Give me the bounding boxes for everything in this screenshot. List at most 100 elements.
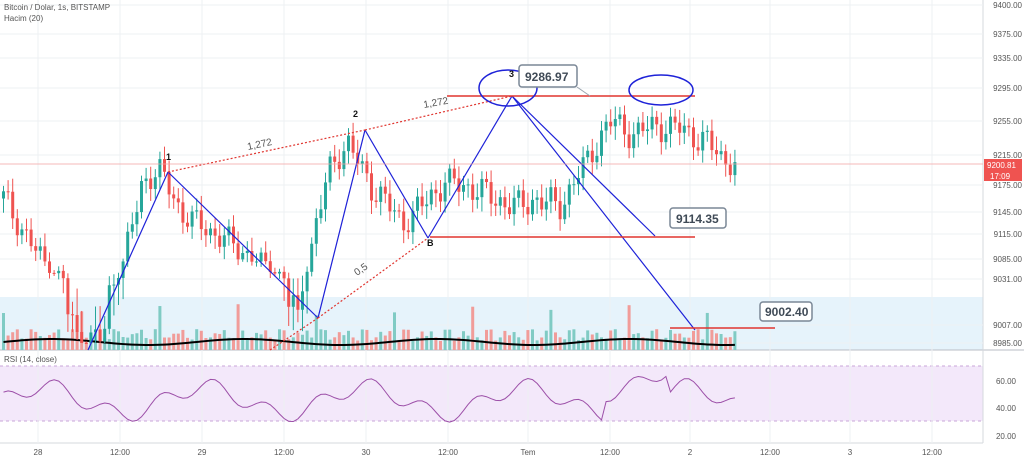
candle-body — [388, 193, 392, 212]
volume-bar — [2, 313, 5, 350]
volume-bar — [590, 334, 594, 350]
axes: 9400.00 9375.00 9335.00 9295.00 9255.00 9215.… — [34, 1, 1023, 457]
candle-body — [213, 228, 217, 236]
drawings — [0, 69, 983, 351]
rsi-tick: 20.00 — [996, 432, 1017, 441]
candle-body — [724, 151, 728, 165]
volume-bar — [485, 329, 488, 350]
volume-bar — [232, 339, 235, 350]
candle-body — [218, 235, 222, 247]
candle-body — [314, 218, 318, 244]
candle-body — [324, 182, 327, 210]
time-tick: 12:00 — [922, 448, 943, 457]
callout-9002: 9002.40 — [765, 305, 809, 319]
volume-bar — [434, 337, 438, 350]
countdown: 17:09 — [990, 172, 1011, 181]
volume-bar — [199, 330, 203, 350]
volume-bar — [416, 337, 419, 350]
volume-bar — [692, 330, 695, 350]
candle-body — [623, 114, 626, 135]
circle-annotation — [478, 69, 538, 107]
candle-body — [365, 161, 369, 174]
candle-body — [236, 243, 240, 260]
candle-body — [103, 328, 107, 342]
candle-body — [673, 116, 677, 123]
price-tick: 9031.00 — [993, 275, 1022, 284]
price-tick: 9255.00 — [993, 117, 1022, 126]
volume-bar — [540, 337, 544, 350]
volume-bar — [705, 312, 709, 350]
candle-body — [733, 162, 737, 176]
volume-bar — [176, 333, 180, 350]
callout-box-2[interactable] — [669, 207, 727, 229]
candle-body — [526, 206, 530, 215]
candle-body — [158, 159, 162, 178]
candle-body — [687, 125, 691, 128]
candle-body — [540, 197, 544, 210]
candle-body — [710, 130, 714, 151]
volume-bar — [172, 333, 176, 350]
candle-body — [259, 252, 263, 262]
candle-body — [71, 314, 74, 316]
candle-body — [549, 187, 553, 202]
candle-body — [411, 210, 415, 233]
volume-bar — [291, 337, 295, 350]
point-label-1: 1 — [166, 152, 171, 162]
candle-body — [701, 131, 705, 151]
price-tick: 9085.00 — [993, 255, 1022, 264]
candle-body — [379, 186, 383, 202]
candle-body — [669, 116, 672, 134]
candle-body — [719, 151, 723, 155]
time-tick: 3 — [848, 448, 853, 457]
circle-annotation — [628, 74, 694, 106]
time-tick: 12:00 — [110, 448, 131, 457]
volume-bar — [218, 333, 222, 350]
candle-body — [245, 250, 249, 254]
candle-body — [264, 252, 268, 262]
callout-box-3[interactable] — [759, 301, 813, 322]
candle-body — [347, 135, 350, 152]
volume-bar — [305, 330, 309, 350]
candle-body — [121, 261, 125, 278]
volume-bar — [209, 337, 212, 350]
countdown-badge — [984, 170, 1022, 181]
candle-body — [209, 228, 212, 236]
volume-bar — [38, 336, 42, 350]
candle-body — [268, 261, 272, 273]
volume-bar — [512, 332, 516, 350]
last-price-badge — [984, 159, 1022, 170]
candle-body — [406, 230, 410, 233]
volume-bar — [268, 337, 272, 350]
volume-bar — [710, 329, 714, 350]
fib-label-1: 1,272 — [246, 137, 273, 153]
candle-body — [149, 178, 153, 190]
candle-body — [126, 231, 130, 262]
candle-body — [186, 222, 189, 227]
candle-body — [383, 186, 387, 194]
candle-body — [135, 212, 139, 225]
volume-bar — [604, 338, 608, 350]
candle-body — [195, 210, 199, 212]
chart-title: Bitcoin / Dolar, 1s, BITSTAMP — [4, 3, 110, 12]
candle-body — [301, 291, 304, 310]
callout-pointer — [576, 86, 591, 97]
volume-bar — [641, 337, 645, 350]
candle-body — [600, 130, 603, 156]
candle-body — [342, 151, 346, 170]
volume-bar — [25, 338, 28, 350]
candle-body — [2, 191, 5, 199]
candle-body — [80, 331, 84, 343]
candle-body — [153, 177, 157, 190]
volume-bar — [388, 331, 392, 350]
candle-body — [273, 272, 277, 274]
volume-bar — [195, 329, 199, 350]
candle-body — [310, 243, 314, 272]
fib-line — [269, 317, 319, 351]
candle-body — [360, 161, 364, 164]
candle-body — [572, 184, 576, 186]
callout-box-1[interactable] — [518, 64, 578, 88]
candle-body — [181, 202, 185, 223]
candle-body — [696, 147, 700, 151]
rsi-tick: 40.00 — [996, 404, 1017, 413]
